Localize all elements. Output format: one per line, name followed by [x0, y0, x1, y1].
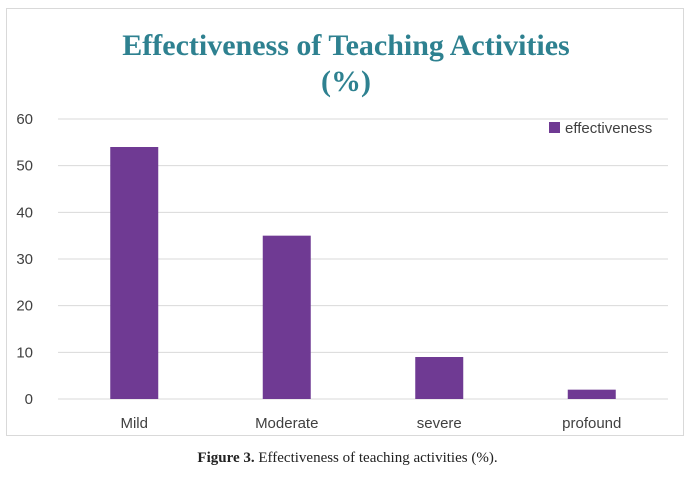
x-tick-label: Mild: [120, 415, 148, 432]
bar-profound: [567, 389, 616, 399]
legend: effectiveness: [549, 120, 652, 137]
x-tick-label: severe: [417, 415, 462, 432]
bar-moderate: [262, 235, 311, 399]
y-tick-label: 60: [16, 111, 33, 128]
legend-swatch: [549, 122, 560, 133]
legend-label: effectiveness: [565, 120, 652, 137]
figure-caption: Figure 3. Effectiveness of teaching acti…: [0, 450, 695, 467]
x-tick-label: profound: [562, 415, 621, 432]
y-tick-label: 50: [16, 158, 33, 175]
chart-title-line1: Effectiveness of Teaching Activities: [122, 29, 569, 62]
bar-chart: Effectiveness of Teaching Activities (%)…: [16, 29, 668, 432]
y-tick-label: 40: [16, 204, 33, 221]
caption-label: Figure 3.: [197, 450, 255, 466]
y-tick-label: 30: [16, 251, 33, 268]
bar-severe: [415, 357, 464, 399]
y-tick-label: 0: [25, 391, 33, 408]
bar-mild: [110, 147, 159, 399]
y-tick-label: 10: [16, 344, 33, 361]
x-tick-label: Moderate: [255, 415, 318, 432]
caption-text: Effectiveness of teaching activities (%)…: [254, 450, 498, 466]
y-tick-label: 20: [16, 298, 33, 315]
chart-title-line2: (%): [321, 65, 371, 98]
